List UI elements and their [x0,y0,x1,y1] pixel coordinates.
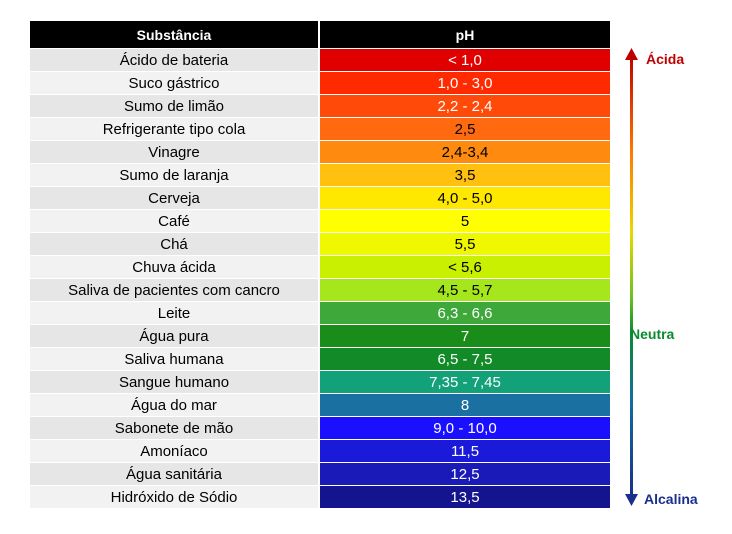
ph-value: 8 [320,394,610,416]
substance-name: Café [30,210,320,232]
ph-value: 11,5 [320,440,610,462]
ph-value: < 1,0 [320,49,610,71]
ph-table: Substância pH Ácido de bateria < 1,0 Suco … [30,21,610,508]
substance-name: Saliva humana [30,348,320,370]
substance-name: Sumo de limão [30,95,320,117]
substance-name: Amoníaco [30,440,320,462]
ph-value: 2,2 - 2,4 [320,95,610,117]
table-row: Chá 5,5 [30,233,610,255]
arrow-down-icon [625,494,638,506]
ph-scale-arrow [625,48,638,506]
substance-name: Refrigerante tipo cola [30,118,320,140]
substance-name: Vinagre [30,141,320,163]
ph-value: 1,0 - 3,0 [320,72,610,94]
ph-value: 9,0 - 10,0 [320,417,610,439]
arrow-shaft [630,56,633,496]
label-alkaline: Alcalina [644,491,698,507]
substance-name: Sumo de laranja [30,164,320,186]
substance-name: Água sanitária [30,463,320,485]
ph-value: < 5,6 [320,256,610,278]
table-row: Sumo de laranja 3,5 [30,164,610,186]
label-neutral: Neutra [630,326,675,342]
substance-name: Leite [30,302,320,324]
ph-value: 5 [320,210,610,232]
header-ph: pH [455,26,475,43]
table-row: Saliva de pacientes com cancro 4,5 - 5,7 [30,279,610,301]
substance-name: Saliva de pacientes com cancro [30,279,320,301]
ph-value: 4,5 - 5,7 [320,279,610,301]
table-row: Chuva ácida < 5,6 [30,256,610,278]
ph-value: 13,5 [320,486,610,508]
ph-value: 7,35 - 7,45 [320,371,610,393]
table-row: Ácido de bateria < 1,0 [30,49,610,71]
ph-value: 6,5 - 7,5 [320,348,610,370]
table-row: Água pura 7 [30,325,610,347]
table-body: Ácido de bateria < 1,0 Suco gástrico 1,0 - … [30,49,610,508]
table-row: Sumo de limão 2,2 - 2,4 [30,95,610,117]
substance-name: Chá [30,233,320,255]
substance-name: Cerveja [30,187,320,209]
table-row: Vinagre 2,4-3,4 [30,141,610,163]
ph-value: 3,5 [320,164,610,186]
table-row: Café 5 [30,210,610,232]
ph-value: 4,0 - 5,0 [320,187,610,209]
ph-value: 2,4-3,4 [320,141,610,163]
ph-value: 6,3 - 6,6 [320,302,610,324]
table-row: Hidróxido de Sódio 13,5 [30,486,610,508]
ph-scale: Ácida Neutra Alcalina [612,40,722,520]
substance-name: Sabonete de mão [30,417,320,439]
substance-name: Água do mar [30,394,320,416]
table-row: Água sanitária 12,5 [30,463,610,485]
substance-name: Chuva ácida [30,256,320,278]
table-row: Leite 6,3 - 6,6 [30,302,610,324]
label-acid: Ácida [646,51,685,67]
table-row: Sangue humano 7,35 - 7,45 [30,371,610,393]
table-row: Cerveja 4,0 - 5,0 [30,187,610,209]
arrow-up-icon [625,48,638,60]
header-substance: Substância [30,21,320,48]
substance-name: Ácido de bateria [30,49,320,71]
substance-name: Água pura [30,325,320,347]
ph-value: 2,5 [320,118,610,140]
ph-value: 12,5 [320,463,610,485]
table-row: Suco gástrico 1,0 - 3,0 [30,72,610,94]
substance-name: Sangue humano [30,371,320,393]
table-row: Refrigerante tipo cola 2,5 [30,118,610,140]
table-row: Água do mar 8 [30,394,610,416]
table-row: Saliva humana 6,5 - 7,5 [30,348,610,370]
table-header: Substância pH [30,21,610,48]
table-row: Sabonete de mão 9,0 - 10,0 [30,417,610,439]
table-row: Amoníaco 11,5 [30,440,610,462]
substance-name: Hidróxido de Sódio [30,486,320,508]
ph-value: 7 [320,325,610,347]
ph-value: 5,5 [320,233,610,255]
substance-name: Suco gástrico [30,72,320,94]
